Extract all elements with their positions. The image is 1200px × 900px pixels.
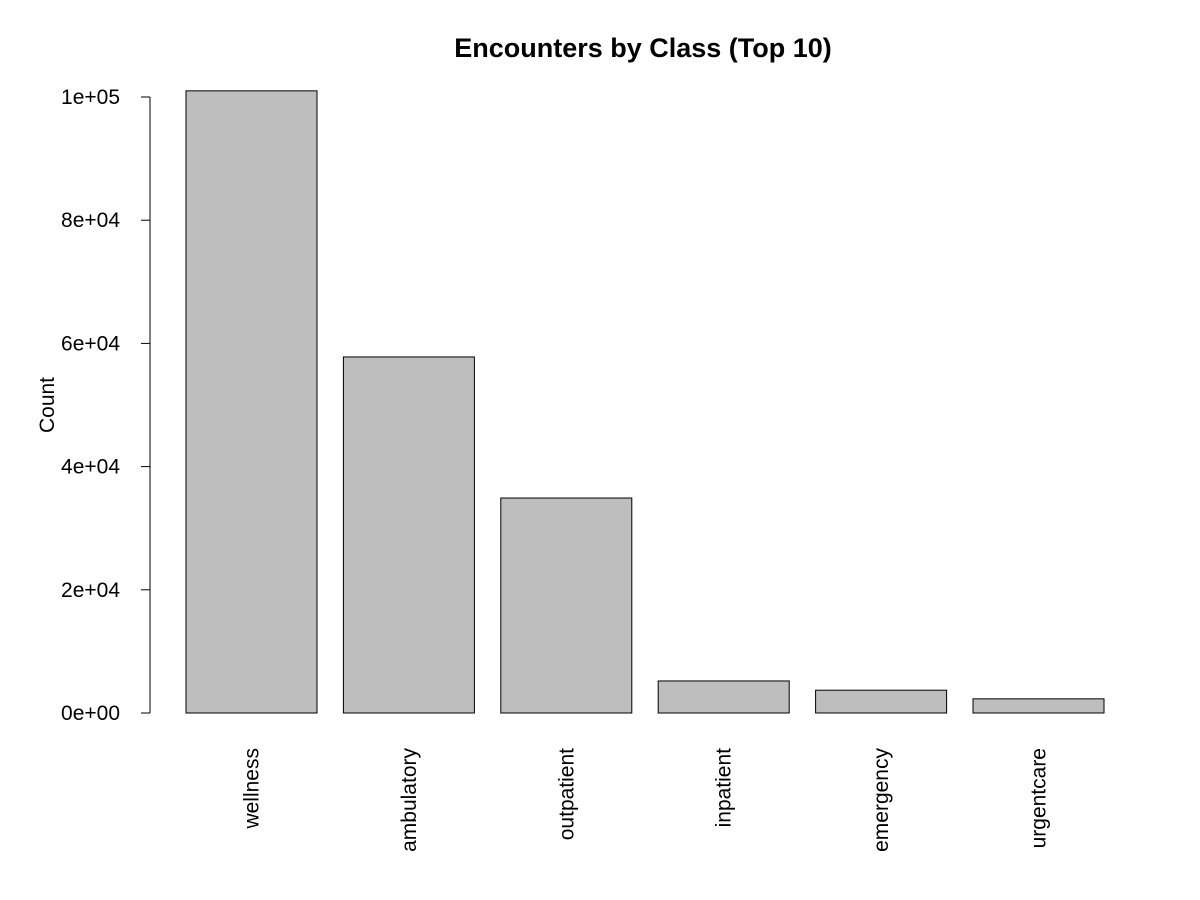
bar-emergency xyxy=(815,689,948,714)
y-tick-label: 4e+04 xyxy=(61,456,120,479)
x-category-label-emergency: emergency xyxy=(870,748,893,852)
y-tick-label: 0e+00 xyxy=(61,702,120,725)
bar-inpatient xyxy=(657,680,790,714)
y-tick-label: 2e+04 xyxy=(61,579,120,602)
x-category-label-outpatient: outpatient xyxy=(555,748,578,840)
bar-wellness xyxy=(185,90,318,714)
y-tick-label: 6e+04 xyxy=(61,332,120,355)
x-category-label-wellness: wellness xyxy=(241,748,264,830)
y-axis-ticks: 0e+00 2e+04 4e+04 6e+04 8e+04 1e+05 xyxy=(61,86,150,725)
x-category-label-inpatient: inpatient xyxy=(713,748,736,828)
y-axis-label: Count xyxy=(36,377,59,433)
bar-urgentcare xyxy=(972,698,1105,714)
y-tick-label: 1e+05 xyxy=(61,86,120,109)
bars-group xyxy=(185,90,1105,714)
x-category-label-urgentcare: urgentcare xyxy=(1028,748,1051,848)
x-axis-category-labels: wellness ambulatory outpatient inpatient eme… xyxy=(241,748,1051,852)
x-category-label-ambulatory: ambulatory xyxy=(398,748,421,852)
bar-ambulatory xyxy=(342,356,475,714)
bar-outpatient xyxy=(500,497,633,714)
y-tick-label: 8e+04 xyxy=(61,209,120,232)
chart-title: Encounters by Class (Top 10) xyxy=(454,33,832,63)
